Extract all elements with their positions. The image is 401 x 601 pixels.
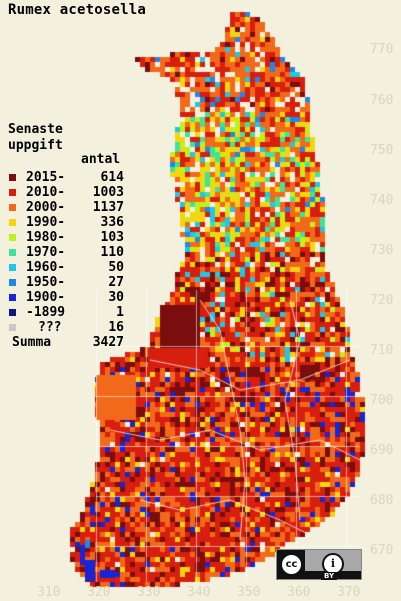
legend-row-2010: 2010- 1003 (8, 185, 128, 201)
legend-row-1900: 1900- 30 (8, 290, 128, 306)
legend-total-label: Summa (12, 335, 52, 350)
legend-swatch (9, 189, 16, 196)
legend-count-header: antal (81, 152, 121, 167)
legend-swatch (9, 219, 16, 226)
legend-count: 50 (108, 260, 124, 275)
y-tick-label: 750 (370, 143, 394, 158)
legend-count: 614 (100, 170, 124, 185)
legend-swatch (9, 324, 16, 331)
x-tick-label: 370 (337, 585, 361, 600)
legend-label: 1960- (26, 260, 66, 275)
y-tick-label: 690 (370, 443, 394, 458)
legend-total-count: 3427 (92, 335, 124, 350)
x-tick-label: 330 (137, 585, 161, 600)
legend-count: 336 (100, 215, 124, 230)
cc-icon: cc (280, 553, 303, 576)
x-tick-label: 310 (37, 585, 61, 600)
y-tick-label: 770 (370, 42, 394, 57)
legend-label: 1980- (26, 230, 66, 245)
legend: Senaste uppgift antal 2015- 614 2010- 10… (8, 122, 124, 350)
y-tick-label: 680 (370, 493, 394, 508)
legend-label: 2015- (26, 170, 66, 185)
legend-swatch (9, 279, 16, 286)
legend-row-1970: 1970- 110 (8, 245, 128, 261)
legend-row-unknown: ??? 16 (8, 320, 128, 336)
legend-label: 1950- (26, 275, 66, 290)
y-tick-label: 720 (370, 293, 394, 308)
legend-count: 27 (108, 275, 124, 290)
y-tick-label: 700 (370, 393, 394, 408)
legend-label: ??? (38, 320, 62, 335)
legend-swatch (9, 174, 16, 181)
license-by-label: BY (321, 572, 338, 580)
x-tick-label: 320 (87, 585, 111, 600)
legend-count: 110 (100, 245, 124, 260)
legend-count: 1 (116, 305, 124, 320)
x-tick-label: 340 (187, 585, 211, 600)
legend-header-line1: Senaste (8, 122, 63, 137)
x-tick-label: 360 (287, 585, 311, 600)
y-tick-label: 760 (370, 93, 394, 108)
legend-swatch (9, 249, 16, 256)
legend-label: 1970- (26, 245, 66, 260)
legend-swatch (9, 309, 16, 316)
map-title: Rumex acetosella (8, 2, 147, 18)
legend-swatch (9, 234, 16, 241)
y-tick-label: 730 (370, 243, 394, 258)
legend-count: 1003 (92, 185, 124, 200)
legend-row-1899: -1899 1 (8, 305, 128, 321)
legend-row-1950: 1950- 27 (8, 275, 128, 291)
legend-swatch (9, 264, 16, 271)
legend-count: 16 (108, 320, 124, 335)
legend-row-2000: 2000- 1137 (8, 200, 128, 216)
y-tick-label: 740 (370, 193, 394, 208)
legend-swatch (9, 294, 16, 301)
legend-row-1990: 1990- 336 (8, 215, 128, 231)
legend-label: 1900- (26, 290, 66, 305)
x-tick-label: 350 (237, 585, 261, 600)
legend-row-1980: 1980- 103 (8, 230, 128, 246)
legend-header-line2: uppgift (8, 138, 63, 153)
legend-row-2015: 2015- 614 (8, 170, 128, 186)
legend-label: 2010- (26, 185, 66, 200)
license-badge: cc i BY (276, 549, 362, 580)
legend-count: 1137 (92, 200, 124, 215)
legend-row-1960: 1960- 50 (8, 260, 128, 276)
legend-count: 103 (100, 230, 124, 245)
y-tick-label: 670 (370, 543, 394, 558)
legend-label: 1990- (26, 215, 66, 230)
legend-label: 2000- (26, 200, 66, 215)
legend-swatch (9, 204, 16, 211)
y-tick-label: 710 (370, 343, 394, 358)
legend-count: 30 (108, 290, 124, 305)
legend-label: -1899 (26, 305, 66, 320)
